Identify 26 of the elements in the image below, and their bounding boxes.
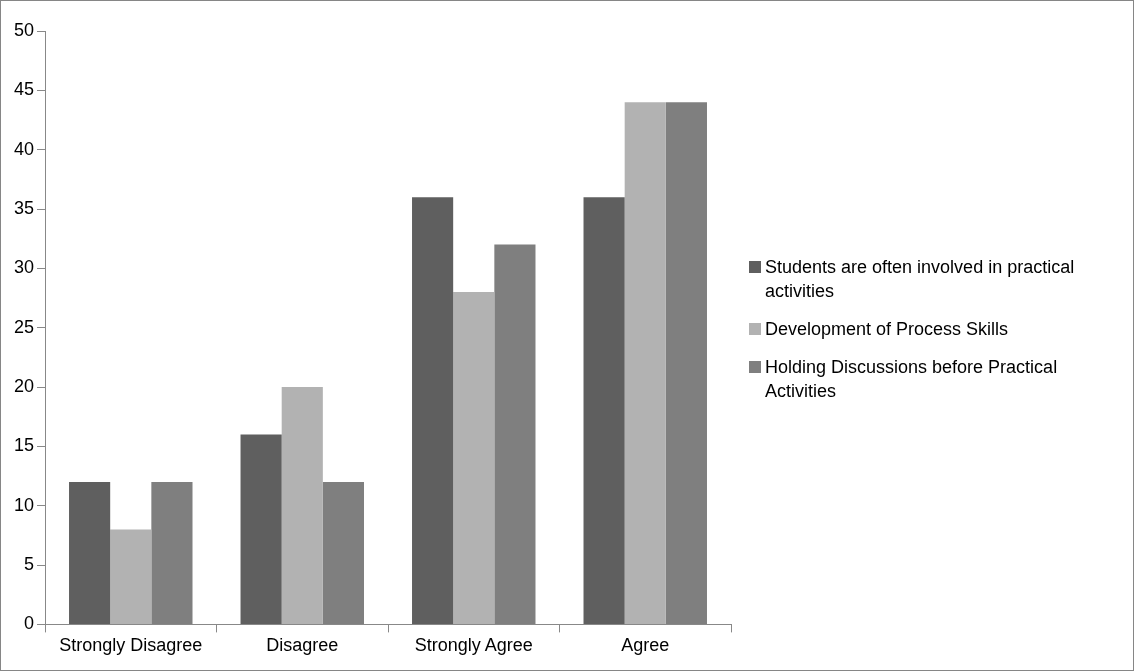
- legend-label: Development of Process Skills: [765, 317, 1009, 341]
- legend-label: Students are often involved in practical activities: [765, 255, 1076, 303]
- x-tick-label: Strongly Disagree: [59, 635, 203, 656]
- bar: [110, 529, 152, 624]
- bar: [69, 481, 111, 624]
- legend-label: Holding Discussions before Practical Activities: [765, 355, 1059, 403]
- x-tick-label: Strongly Agree: [414, 635, 533, 656]
- x-tick-label: Disagree: [266, 635, 339, 656]
- bar: [624, 102, 666, 624]
- y-tick-label: 40: [13, 138, 35, 159]
- y-tick-label: 30: [13, 257, 35, 278]
- y-tick-label: 35: [13, 197, 35, 218]
- y-tick-label: 5: [24, 554, 35, 575]
- y-tick-label: 15: [13, 435, 35, 456]
- y-tick-label: 50: [13, 19, 35, 40]
- bar: [453, 292, 495, 624]
- x-tick-label: Agree: [621, 635, 670, 656]
- y-tick-label: 0: [24, 613, 35, 634]
- bar: [583, 197, 625, 624]
- y-tick-label: 45: [13, 79, 35, 100]
- y-tick-label: 10: [13, 494, 35, 515]
- bar: [281, 387, 323, 624]
- bar: [412, 197, 454, 624]
- y-tick-label: 20: [13, 376, 35, 397]
- y-tick-label: 25: [13, 316, 35, 337]
- bar: [240, 434, 282, 624]
